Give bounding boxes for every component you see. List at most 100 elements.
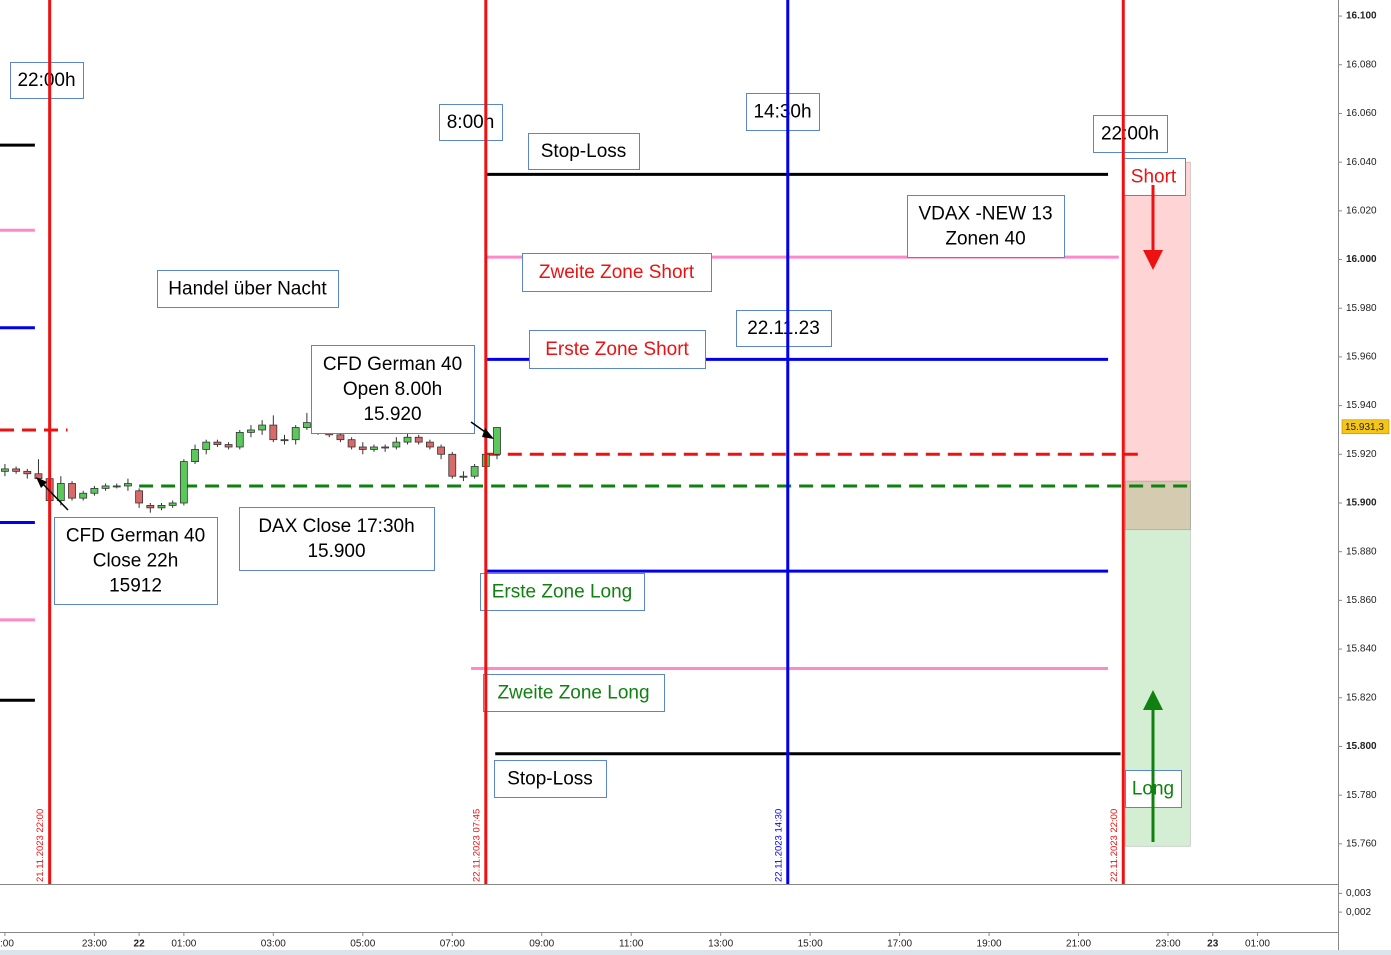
x-tick-label: 23:00	[1155, 939, 1180, 950]
x-tick-label: 05:00	[350, 939, 375, 950]
annotation-text: Handel über Nacht	[168, 279, 327, 300]
annotation-text: Zonen 40	[945, 229, 1025, 250]
x-tick-label: 23	[1207, 939, 1219, 950]
pointer-arrow-head	[36, 477, 47, 488]
annotation-text: Zweite Zone Long	[497, 683, 649, 704]
candle-body	[425, 441, 434, 448]
time-line-label: 22.11.2023 14:30	[773, 809, 784, 882]
annotation-text: Zweite Zone Short	[539, 262, 695, 283]
y-tick-label: 16.080	[1346, 59, 1377, 70]
annotation-text: 22:00h	[1101, 124, 1159, 145]
annotation-text: Open 8.00h	[343, 379, 442, 400]
annotation-text: 15.900	[307, 541, 365, 562]
annotation-box	[522, 253, 712, 292]
candle-body	[1, 468, 9, 472]
y-tick-label: 16.020	[1346, 205, 1377, 216]
candle-body	[280, 439, 289, 442]
candle-body	[347, 439, 356, 448]
y-tick-label: 15.760	[1346, 838, 1377, 849]
x-tick-label: 07:00	[440, 939, 465, 950]
candle-body	[392, 441, 401, 448]
annotation-text: 22:00h	[17, 70, 75, 91]
time-line-label: 22.11.2023 22:00	[1109, 809, 1120, 882]
zones	[1125, 161, 1191, 847]
candle-body	[135, 490, 144, 504]
scrollbar	[0, 950, 1391, 955]
candle-body	[34, 473, 43, 480]
x-tick-label: 01:00	[1245, 939, 1270, 950]
candle-body	[56, 483, 65, 501]
annotation-text: CFD German 40	[66, 526, 205, 547]
last-price-tag	[1341, 419, 1390, 435]
candle-body	[269, 424, 278, 441]
y-tick-label: 15.940	[1346, 400, 1377, 411]
short-arrow-head	[1143, 250, 1163, 270]
candle-body	[213, 441, 222, 445]
candle-body	[202, 441, 211, 450]
candle-body	[68, 483, 76, 499]
x-tick-label: 03:00	[261, 939, 286, 950]
y-tick-label: 15.900	[1346, 498, 1377, 509]
candle-body	[258, 424, 267, 431]
y-tick-label: 15.800	[1346, 741, 1377, 752]
candle-body	[157, 505, 166, 509]
annotation-text: Short	[1131, 167, 1177, 188]
candle-body	[302, 422, 311, 428]
x-tick-label: 11:00	[619, 939, 644, 950]
y-tick-label: 16.000	[1346, 254, 1377, 265]
annotation-box	[10, 62, 84, 99]
annotation-box	[483, 674, 665, 712]
candle-body	[493, 427, 501, 455]
annotations: 22:00h 8:00h 14:30h 22:00h Stop-Loss VDAX -NE…	[10, 62, 1186, 808]
y-tick-label: 15.980	[1346, 303, 1377, 314]
candle-body	[403, 436, 412, 443]
annotation-box	[54, 517, 218, 605]
x-tick-label: 09:00	[529, 939, 554, 950]
x-tick-label: 17:00	[887, 939, 912, 950]
x-tick-label: 19:00	[977, 939, 1002, 950]
annotation-text: 22.11.23	[747, 318, 820, 339]
y-tick-label: 15.960	[1346, 352, 1377, 363]
candle-body	[336, 434, 345, 441]
vertical-lines: 21.11.2023 22:00 22.11.2023 07:45 22.11.20…	[35, 0, 1125, 884]
annotation-box	[239, 507, 435, 571]
annotation-box	[529, 330, 706, 369]
candle-body	[470, 466, 479, 477]
time-line-label: 21.11.2023 22:00	[35, 809, 46, 882]
candle-body	[235, 431, 244, 448]
x-tick-label: 22	[134, 939, 146, 950]
annotation-box	[907, 195, 1065, 258]
y-tick-label: 16.040	[1346, 157, 1377, 168]
candle-body	[168, 502, 177, 506]
annotation-text: 15912	[109, 576, 162, 597]
time-line-label: 22.11.2023 07:45	[471, 809, 482, 882]
annotation-text: Close 22h	[93, 551, 179, 572]
y-tick-label: 15.880	[1346, 546, 1377, 557]
annotation-box	[480, 573, 645, 611]
candle-body	[112, 485, 121, 488]
y-tick-label: 15.920	[1346, 449, 1377, 460]
annotation-box	[494, 760, 607, 798]
annotation-box	[311, 345, 475, 434]
candle-body	[146, 505, 155, 509]
candle-body	[23, 470, 32, 475]
candle-body	[370, 446, 378, 450]
annotation-box	[746, 93, 820, 131]
candle-body	[381, 446, 390, 449]
candle-body	[224, 444, 233, 448]
candle-body	[414, 436, 423, 443]
pointer-arrow	[40, 481, 69, 511]
candle-body	[291, 427, 300, 441]
candle-body	[247, 429, 255, 433]
annotation-box	[736, 310, 832, 347]
annotation-text: Stop-Loss	[541, 141, 627, 162]
x-tick-label: 13:00	[708, 939, 733, 950]
arrows	[36, 185, 1163, 842]
long-arrow-head	[1143, 690, 1163, 710]
candle-body	[459, 475, 468, 478]
candle-body	[90, 487, 99, 494]
candle-body	[358, 446, 367, 450]
y-tick-label: 15.780	[1346, 790, 1377, 801]
y-tick-label: 15.840	[1346, 644, 1377, 655]
